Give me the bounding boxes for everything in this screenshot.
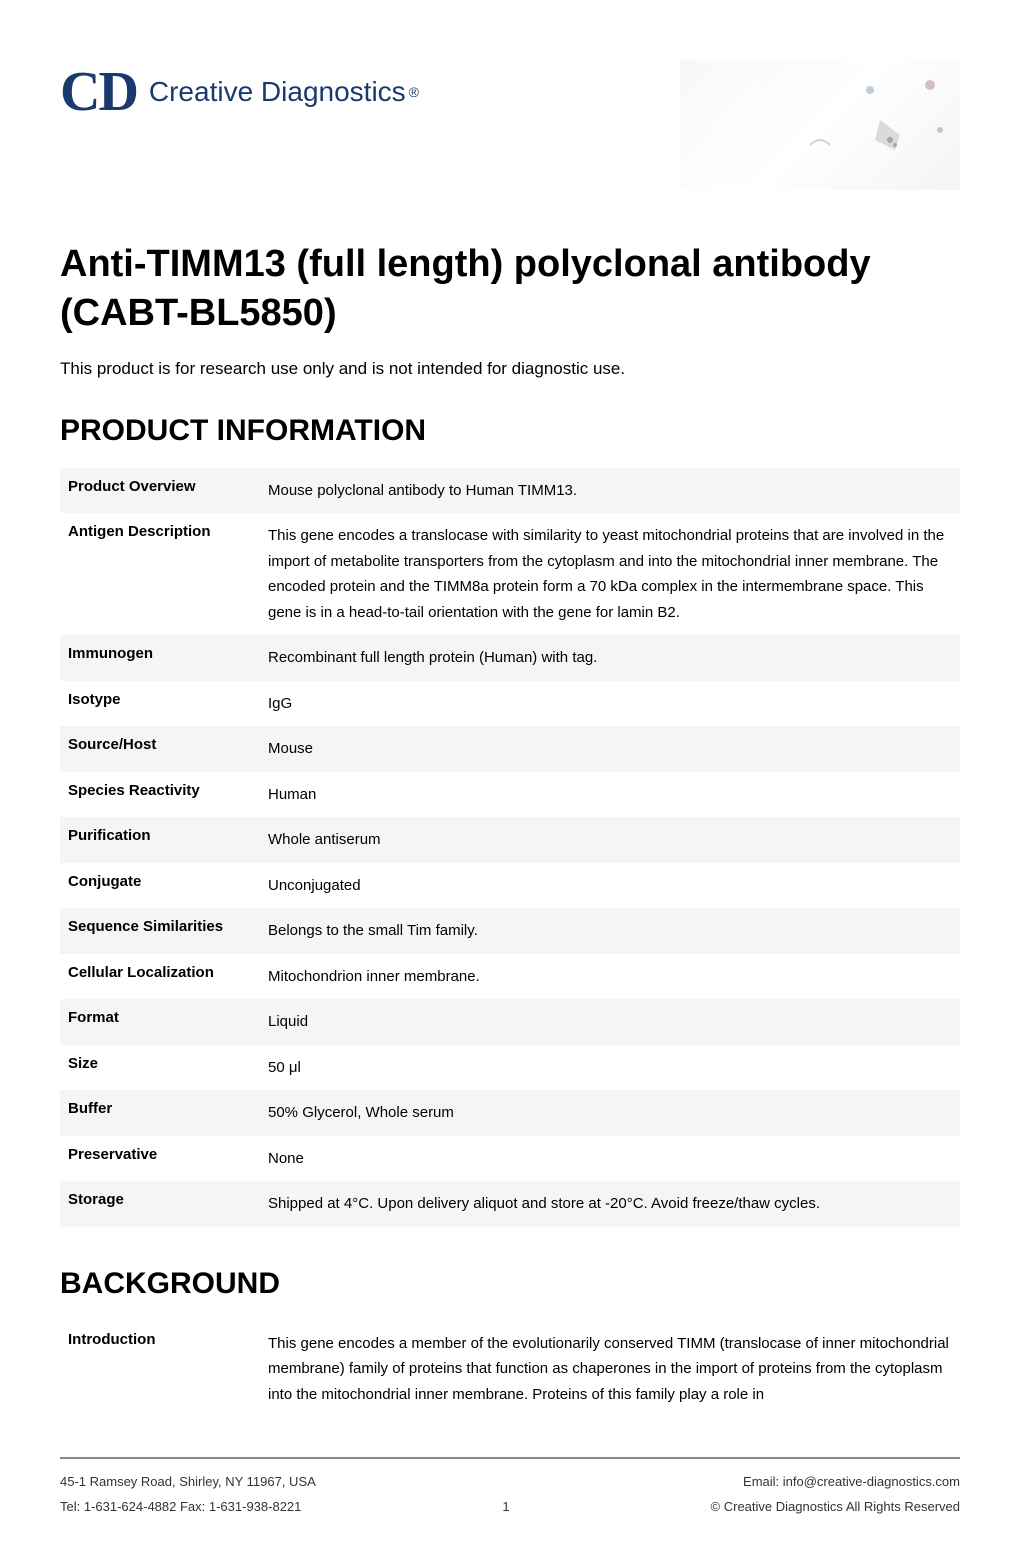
row-value: 50% Glycerol, Whole serum	[268, 1100, 952, 1126]
table-row: Conjugate Unconjugated	[60, 863, 960, 909]
title-line-1: Anti-TIMM13 (full length) polyclonal ant…	[60, 243, 871, 285]
row-value: Shipped at 4°C. Upon delivery aliquot an…	[268, 1191, 952, 1217]
row-value: Mitochondrion inner membrane.	[268, 964, 952, 990]
row-label: Storage	[68, 1191, 268, 1217]
table-row: Format Liquid	[60, 999, 960, 1045]
row-label: Product Overview	[68, 478, 268, 504]
header: CD Creative Diagnostics ®	[60, 60, 960, 190]
row-label: Immunogen	[68, 645, 268, 671]
table-row: Storage Shipped at 4°C. Upon delivery al…	[60, 1181, 960, 1227]
row-label: Preservative	[68, 1146, 268, 1172]
table-row: Preservative None	[60, 1136, 960, 1182]
row-label: Introduction	[68, 1331, 268, 1408]
table-row: Sequence Similarities Belongs to the sma…	[60, 908, 960, 954]
row-label: Isotype	[68, 691, 268, 717]
row-value: 50 μl	[268, 1055, 952, 1081]
row-label: Cellular Localization	[68, 964, 268, 990]
row-label: Size	[68, 1055, 268, 1081]
footer-address: 45-1 Ramsey Road, Shirley, NY 11967, USA	[60, 1474, 316, 1489]
row-value: IgG	[268, 691, 952, 717]
footer-email: Email: info@creative-diagnostics.com	[743, 1474, 960, 1489]
table-row: Introduction This gene encodes a member …	[60, 1321, 960, 1418]
title-line-2: (CABT-BL5850)	[60, 292, 337, 334]
row-label: Source/Host	[68, 736, 268, 762]
table-row: Cellular Localization Mitochondrion inne…	[60, 954, 960, 1000]
row-label: Antigen Description	[68, 523, 268, 625]
product-info-heading: PRODUCT INFORMATION	[60, 414, 960, 448]
table-row: Source/Host Mouse	[60, 726, 960, 772]
row-label: Purification	[68, 827, 268, 853]
logo: CD Creative Diagnostics ®	[60, 60, 419, 124]
row-value: Recombinant full length protein (Human) …	[268, 645, 952, 671]
product-info-table: Product Overview Mouse polyclonal antibo…	[60, 468, 960, 1227]
background-heading: BACKGROUND	[60, 1267, 960, 1301]
row-value: This gene encodes a translocase with sim…	[268, 523, 952, 625]
logo-initials: CD	[60, 60, 137, 124]
footer-page-number: 1	[502, 1499, 509, 1514]
disclaimer-text: This product is for research use only an…	[60, 359, 960, 379]
row-label: Conjugate	[68, 873, 268, 899]
table-row: Isotype IgG	[60, 681, 960, 727]
table-row: Buffer 50% Glycerol, Whole serum	[60, 1090, 960, 1136]
row-value: Unconjugated	[268, 873, 952, 899]
row-label: Species Reactivity	[68, 782, 268, 808]
background-section: BACKGROUND Introduction This gene encode…	[60, 1267, 960, 1418]
row-value: Human	[268, 782, 952, 808]
row-label: Sequence Similarities	[68, 918, 268, 944]
row-value: Belongs to the small Tim family.	[268, 918, 952, 944]
footer: 45-1 Ramsey Road, Shirley, NY 11967, USA…	[60, 1474, 960, 1524]
footer-divider	[60, 1457, 960, 1459]
page-container: CD Creative Diagnostics ® Anti-TIMM13 (f…	[0, 0, 1020, 1554]
table-row: Species Reactivity Human	[60, 772, 960, 818]
row-value: Mouse	[268, 736, 952, 762]
row-value: Whole antiserum	[268, 827, 952, 853]
footer-row-1: 45-1 Ramsey Road, Shirley, NY 11967, USA…	[60, 1474, 960, 1489]
table-row: Product Overview Mouse polyclonal antibo…	[60, 468, 960, 514]
product-title: Anti-TIMM13 (full length) polyclonal ant…	[60, 240, 960, 339]
row-value: Liquid	[268, 1009, 952, 1035]
logo-company-name: Creative Diagnostics	[149, 76, 406, 108]
table-row: Size 50 μl	[60, 1045, 960, 1091]
table-row: Immunogen Recombinant full length protei…	[60, 635, 960, 681]
logo-registered-mark: ®	[409, 84, 419, 100]
row-label: Buffer	[68, 1100, 268, 1126]
footer-phone: Tel: 1-631-624-4882 Fax: 1-631-938-8221	[60, 1499, 301, 1514]
background-table: Introduction This gene encodes a member …	[60, 1321, 960, 1418]
footer-copyright: © Creative Diagnostics All Rights Reserv…	[711, 1499, 960, 1514]
table-row: Purification Whole antiserum	[60, 817, 960, 863]
table-row: Antigen Description This gene encodes a …	[60, 513, 960, 635]
row-value: Mouse polyclonal antibody to Human TIMM1…	[268, 478, 952, 504]
header-decorative-image	[680, 60, 960, 190]
row-label: Format	[68, 1009, 268, 1035]
row-value: None	[268, 1146, 952, 1172]
footer-row-2: Tel: 1-631-624-4882 Fax: 1-631-938-8221 …	[60, 1499, 960, 1514]
row-value: This gene encodes a member of the evolut…	[268, 1331, 952, 1408]
